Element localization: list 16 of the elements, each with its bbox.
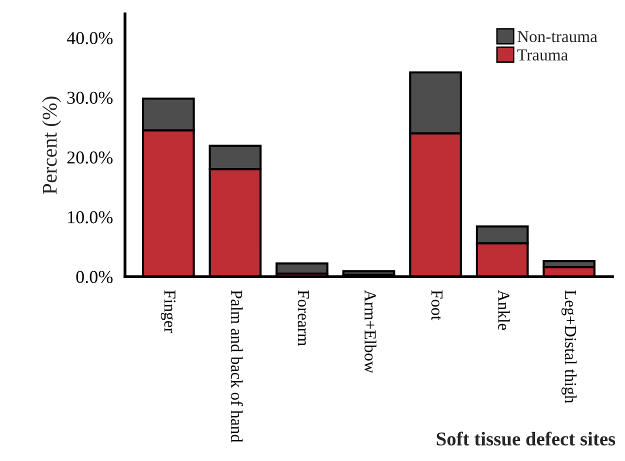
y-tick-label: 40.0% [66,32,113,44]
x-tick-label: Palm and back of hand [231,290,243,442]
legend-label: Non-trauma [517,31,598,42]
x-axis-title: Soft tissue defect sites [436,432,616,446]
x-tick-label: Arm+Elbow [364,290,376,374]
legend-label: Trauma [517,49,568,61]
y-tick-label: 20.0% [67,151,113,164]
y-axis-title: Percent (%) [42,96,61,194]
x-tick-label: Forearm [298,290,309,346]
x-tick-label: Leg+Distal thigh [562,290,577,404]
x-tick-label: Finger [160,290,176,334]
y-tick-label: 0.0% [76,270,113,284]
x-tick-label: Ankle [498,290,510,330]
y-tick-label: 30.0% [67,92,113,104]
x-tick-label: Foot [431,290,442,320]
y-tick-label: 10.0% [68,211,113,224]
